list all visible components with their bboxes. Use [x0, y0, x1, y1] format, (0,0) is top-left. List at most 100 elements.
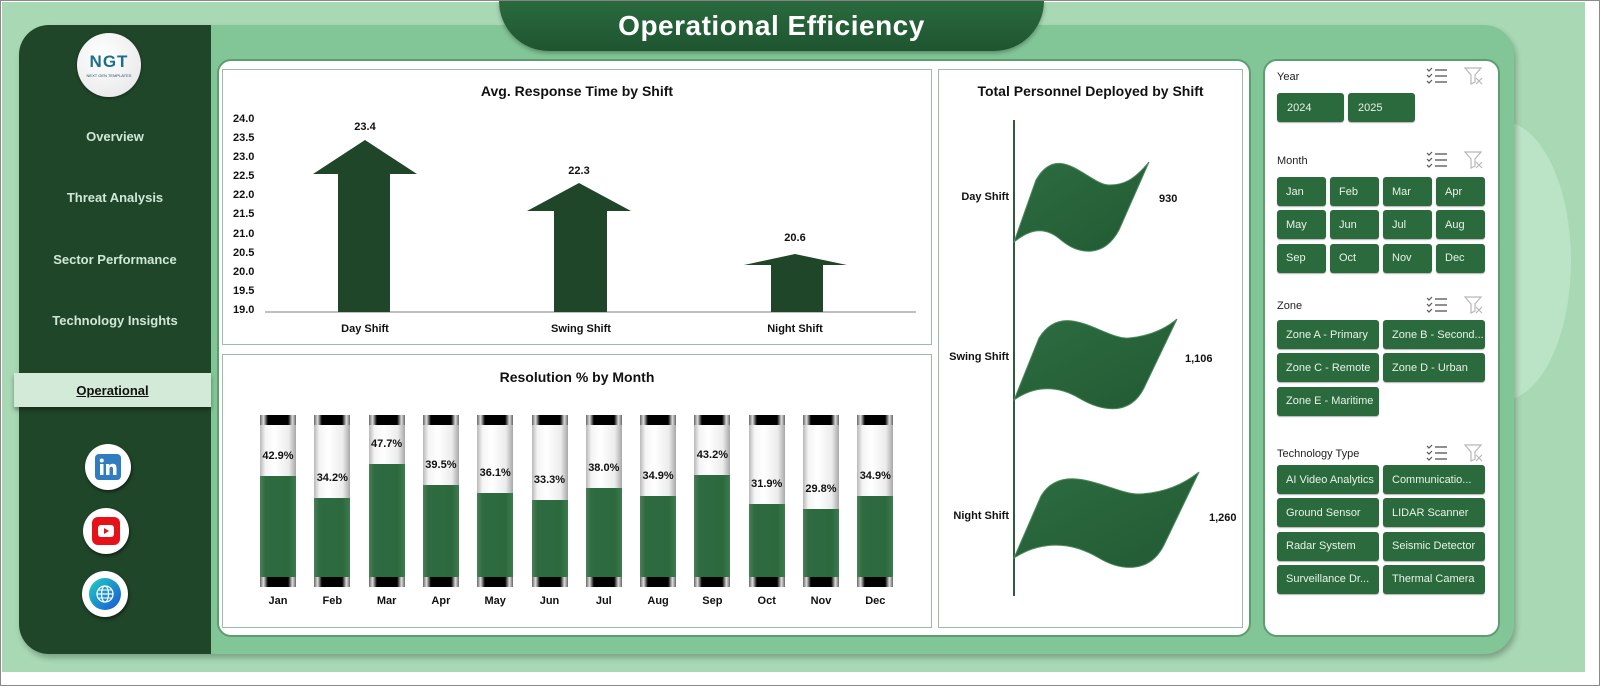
filter-chip-zone[interactable]: Zone D - Urban — [1383, 353, 1485, 383]
sidebar-item-sector-performance[interactable]: Sector Performance — [53, 252, 177, 267]
arrow-bars — [265, 140, 916, 313]
filter-chip-month[interactable]: Aug — [1436, 210, 1485, 240]
x-label: Swing Shift — [551, 323, 611, 335]
tube-cap — [640, 415, 677, 425]
sidebar-item-technology-insights[interactable]: Technology Insights — [52, 313, 178, 328]
tube-cap — [368, 415, 405, 425]
youtube-icon — [92, 517, 120, 545]
slicer-title: Zone — [1277, 300, 1303, 312]
filter-chip-technology[interactable]: Ground Sensor — [1277, 498, 1379, 528]
data-label: 22.3 — [568, 165, 590, 177]
tube-cap — [585, 415, 622, 425]
filter-chip-month[interactable]: Sep — [1277, 243, 1326, 273]
x-label: Apr — [431, 595, 451, 607]
x-label: Jan — [268, 595, 288, 607]
filter-chip-month[interactable]: Oct — [1330, 243, 1379, 273]
website-button[interactable] — [82, 571, 128, 617]
data-label: 36.1% — [479, 467, 511, 480]
filter-chip-technology[interactable]: Communicatio... — [1383, 465, 1485, 494]
filter-chip-year[interactable]: 2025 — [1348, 93, 1415, 122]
slicer-title: Technology Type — [1277, 448, 1360, 460]
response-time-chart: Avg. Response Time by Shift 24.0 23.5 23… — [222, 69, 932, 345]
filter-chip-zone[interactable]: Zone E - Maritime — [1277, 386, 1379, 416]
filter-chip-zone[interactable]: Zone B - Second... — [1383, 320, 1485, 349]
filter-chip-month[interactable]: Dec — [1436, 243, 1485, 273]
filter-chip-month[interactable]: Feb — [1330, 177, 1379, 206]
x-label: Dec — [865, 595, 886, 607]
x-label: Sep — [702, 595, 723, 607]
flag-swing-shift — [1012, 318, 1178, 410]
filter-chip-month[interactable]: Jul — [1383, 210, 1432, 240]
sidebar-item-threat-analysis[interactable]: Threat Analysis — [66, 190, 164, 205]
filter-chip-zone[interactable]: Zone A - Primary — [1277, 320, 1379, 349]
filter-chip-year[interactable]: 2024 — [1277, 93, 1344, 122]
page-title: Operational Efficiency — [618, 10, 925, 41]
multi-select-icon[interactable] — [1426, 444, 1448, 462]
data-label: 39.5% — [425, 458, 457, 471]
data-label: 43.2% — [696, 449, 728, 462]
tube-cap — [368, 577, 405, 587]
filter-chip-technology[interactable]: AI Video Analytics — [1277, 465, 1379, 494]
linkedin-button[interactable] — [85, 444, 131, 490]
x-label: Day Shift — [341, 323, 389, 335]
logo-subtext: NEXT GEN TEMPLATES — [86, 73, 132, 78]
data-label: 38.0% — [588, 462, 620, 475]
data-label: 34.9% — [642, 470, 674, 483]
filter-chip-technology[interactable]: Radar System — [1277, 531, 1379, 561]
chart-title: Avg. Response Time by Shift — [480, 83, 674, 99]
multi-select-icon[interactable] — [1426, 151, 1448, 169]
multi-select-icon[interactable] — [1426, 296, 1448, 314]
filter-chip-technology[interactable]: Thermal Camera — [1383, 564, 1485, 594]
filter-chip-zone[interactable]: Zone C - Remote — [1277, 353, 1379, 383]
tube-cap — [857, 415, 894, 425]
filter-chip-month[interactable]: Jan — [1277, 177, 1326, 206]
tube-cap — [477, 415, 514, 425]
clear-filter-icon[interactable] — [1464, 444, 1484, 462]
logo-text: NGT — [89, 52, 129, 71]
data-label: 1,260 — [1209, 512, 1237, 524]
y-tick: 19.5 — [233, 285, 255, 297]
y-tick: 22.0 — [233, 189, 255, 201]
filter-chip-technology[interactable]: LIDAR Scanner — [1383, 498, 1485, 528]
slicer-toolbar — [1426, 296, 1484, 314]
sidebar-item-overview[interactable]: Overview — [86, 129, 144, 144]
sidebar-item-operational[interactable]: Operational — [14, 373, 211, 407]
chart-title: Total Personnel Deployed by Shift — [977, 83, 1204, 99]
multi-select-icon[interactable] — [1426, 67, 1448, 85]
y-label: Night Shift — [953, 510, 1009, 522]
filter-chip-month[interactable]: Nov — [1383, 243, 1432, 273]
x-label: Jul — [595, 595, 612, 607]
tube-cap — [585, 577, 622, 587]
tube-fill — [477, 493, 514, 583]
page-title-banner: Operational Efficiency — [499, 1, 1044, 51]
filter-chip-month[interactable]: Apr — [1436, 177, 1485, 206]
tube-cap — [422, 577, 459, 587]
filter-chip-technology[interactable]: Surveillance Dr... — [1277, 564, 1379, 594]
sidebar-item-label: Operational — [76, 382, 149, 398]
y-tick: 19.0 — [233, 304, 255, 316]
tube-cap — [314, 415, 351, 425]
resolution-chart: Resolution % by Month 42.9% Jan 34.2% Feb 47… — [222, 354, 932, 628]
y-tick: 23.0 — [233, 151, 255, 163]
filter-chip-month[interactable]: May — [1277, 210, 1326, 240]
x-label: Mar — [376, 595, 397, 607]
filter-chip-month[interactable]: Mar — [1383, 177, 1432, 206]
youtube-button[interactable] — [83, 508, 129, 554]
clear-filter-icon[interactable] — [1464, 296, 1484, 314]
tube-fill — [640, 496, 677, 583]
data-label: 34.2% — [316, 471, 348, 484]
x-label: Nov — [810, 595, 832, 607]
clear-filter-icon[interactable] — [1464, 151, 1484, 169]
tube-fill — [803, 508, 839, 583]
logo[interactable]: NGT NEXT GEN TEMPLATES — [77, 33, 141, 97]
filter-chip-month[interactable]: Jun — [1330, 210, 1379, 240]
bar-night-shift — [744, 254, 847, 312]
y-label: Swing Shift — [949, 351, 1009, 363]
tube-fill — [368, 464, 405, 583]
flag-bars — [1012, 120, 1200, 596]
chart-title: Resolution % by Month — [499, 369, 655, 385]
clear-filter-icon[interactable] — [1464, 67, 1484, 85]
filter-chip-technology[interactable]: Seismic Detector — [1383, 531, 1485, 561]
slicer-toolbar — [1426, 67, 1484, 85]
